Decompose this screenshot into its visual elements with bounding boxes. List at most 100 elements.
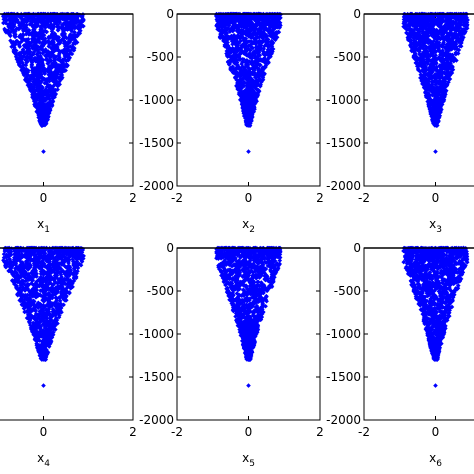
data-point [26,13,32,18]
data-point [39,123,45,129]
data-point [42,48,48,54]
data-point [69,51,75,57]
data-point [230,41,235,47]
data-point [56,48,62,54]
data-point [33,21,38,27]
data-point [50,95,56,101]
data-point [30,79,36,84]
scatter-points [401,11,470,128]
data-point [257,53,263,58]
y-tick-label: -500 [147,50,174,64]
data-point [260,49,266,54]
x-tick-label: 2 [129,191,137,205]
data-point [39,46,45,51]
data-point [30,85,35,90]
data-point [8,26,14,31]
data-point [48,25,54,31]
data-point [12,41,18,47]
data-point [44,84,50,90]
data-point [35,44,41,49]
data-point [250,98,256,103]
x-tick-label: 0 [245,191,253,205]
data-point [47,17,53,22]
data-point [54,36,59,42]
data-point [9,23,14,29]
data-point [29,64,35,70]
data-point [251,70,257,75]
data-point [59,76,64,82]
data-point [40,105,46,111]
data-point [34,52,40,57]
data-point [9,44,14,50]
data-point [238,89,244,94]
data-point [20,38,25,44]
data-point [49,87,54,93]
data-point [17,13,23,18]
data-point [18,39,24,45]
data-point [31,95,36,101]
data-point [261,46,267,52]
data-point [36,115,41,120]
data-point [47,92,53,97]
data-point [42,80,48,86]
data-point [55,13,61,19]
data-point [56,25,62,30]
data-point [262,56,268,62]
data-point [21,37,27,42]
data-point [46,76,51,81]
data-point [44,96,49,102]
x-axis-label: x1 [37,217,50,235]
x-axis-label-subscript: 1 [44,225,50,235]
data-point [20,31,26,37]
y-tick-label: -1000 [139,93,174,107]
data-point [39,62,45,68]
data-point [28,77,34,82]
data-point [21,21,26,27]
data-point [253,71,258,77]
x-tick-label: 2 [129,425,137,439]
data-point [46,24,51,30]
data-point [11,18,16,23]
data-point [59,70,65,75]
data-point [40,21,46,27]
data-point [223,37,229,43]
scatter-panel-1: 0-500-1000-1500-2000-202x1 [0,11,137,235]
data-point [40,57,46,63]
data-point [46,65,52,70]
data-point [15,17,20,23]
data-point [50,26,56,32]
y-tick-label: -2000 [326,179,361,193]
data-point [44,57,49,63]
data-point [5,12,11,18]
data-point [68,19,73,24]
data-point [52,42,57,48]
data-point [35,110,41,116]
data-point [237,77,242,83]
scatter-points [1,245,86,363]
x-axis-label-base: x [242,217,249,231]
data-point [6,24,11,30]
scatter-points [1,11,86,129]
data-point [251,52,257,58]
data-point [59,12,64,18]
x-tick-label: 0 [40,191,48,205]
data-point [24,22,29,28]
data-point [248,39,254,44]
data-point [39,33,45,39]
data-point [45,89,50,95]
outlier-point [246,149,251,154]
data-point [265,57,271,62]
data-point [26,28,32,34]
data-point [48,58,54,63]
data-point [227,17,233,23]
data-point [66,52,72,57]
data-point [249,61,255,66]
data-point [49,22,55,28]
data-point [41,69,47,74]
data-point [21,68,27,73]
data-point [239,61,244,67]
scatter-panel-2: 0-500-1000-1500-2000-2 0 2x2 [139,7,324,235]
data-point [49,53,54,58]
data-point [269,18,275,23]
data-point [34,73,39,79]
